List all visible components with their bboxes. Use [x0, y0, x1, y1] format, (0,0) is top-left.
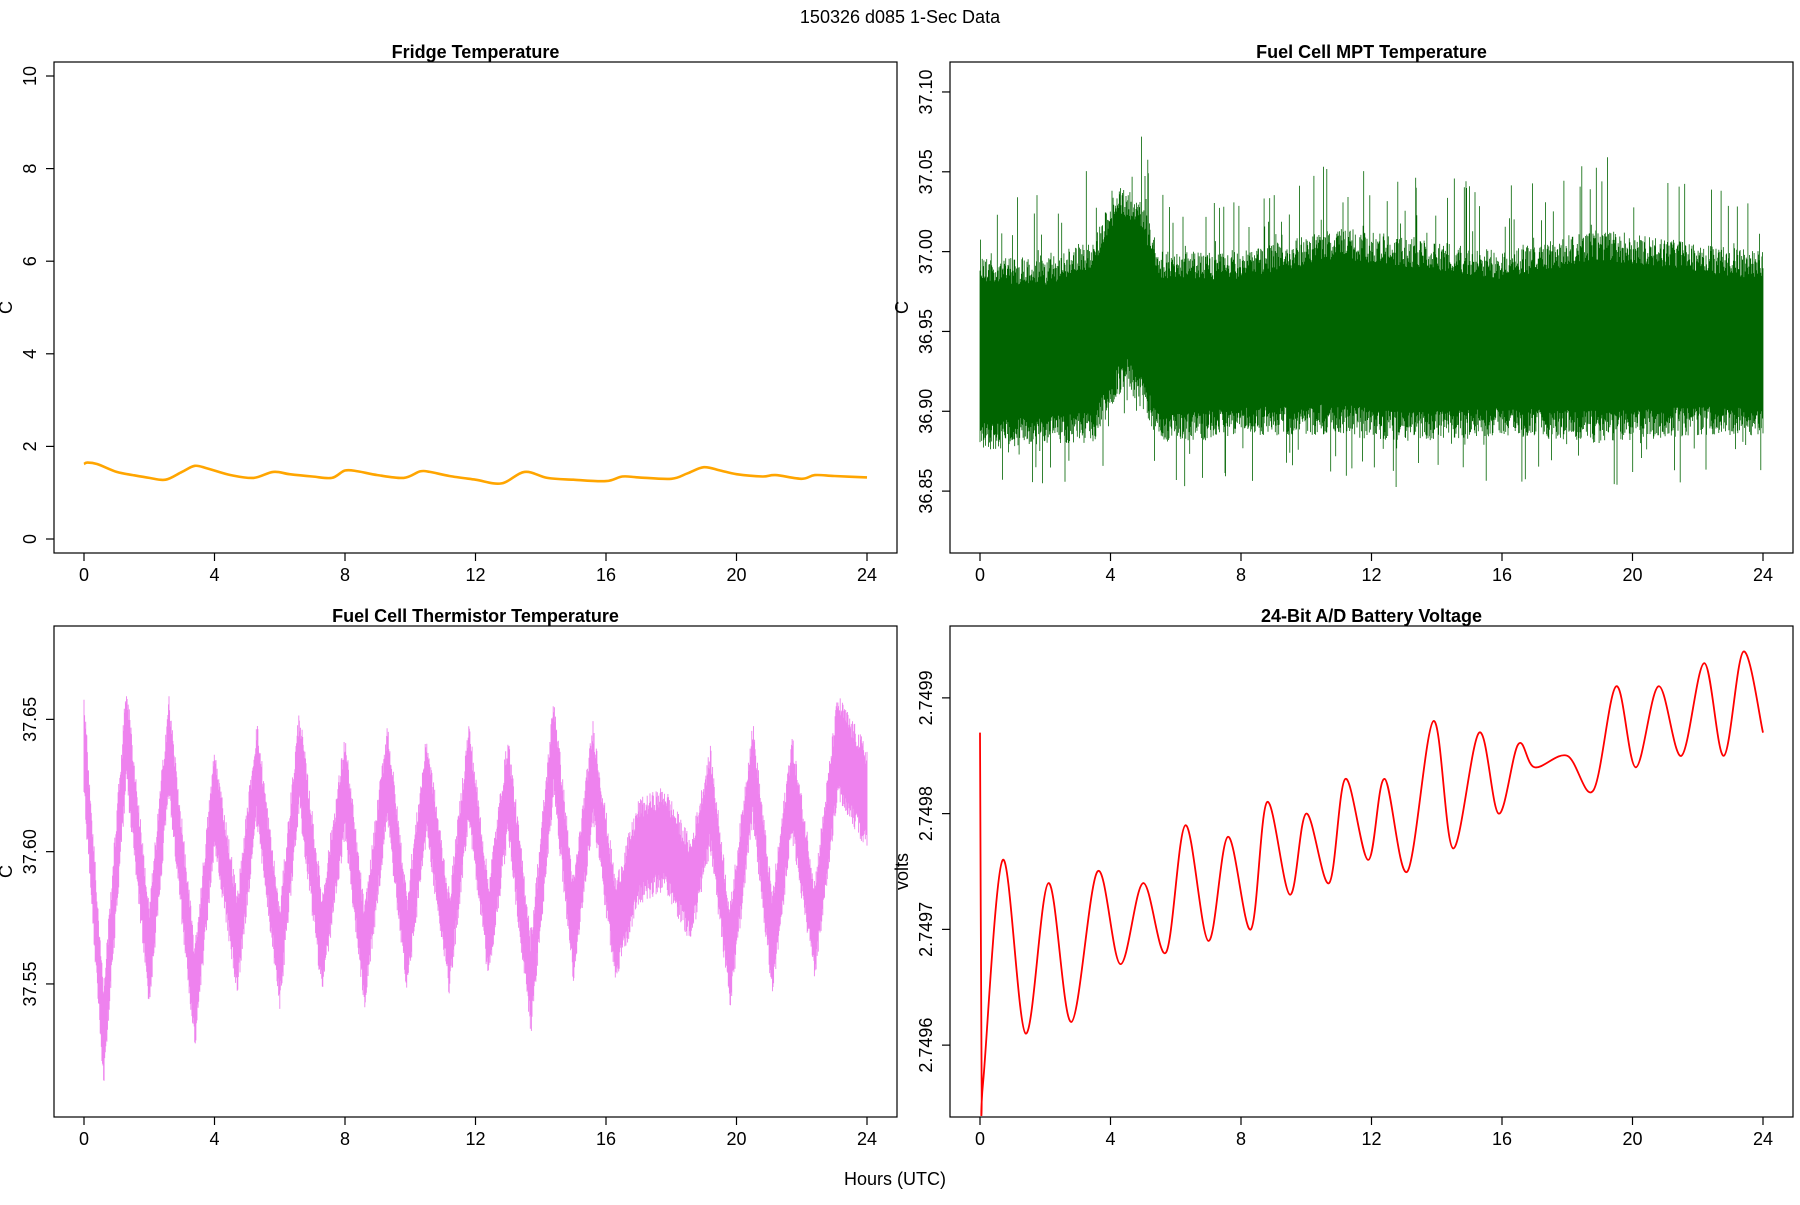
series-line — [84, 463, 867, 484]
series-band — [84, 696, 867, 1080]
plot-frame — [950, 626, 1793, 1117]
x-tick-label: 4 — [209, 1129, 219, 1149]
x-tick-label: 16 — [1492, 565, 1512, 585]
panel-thermistor: Fuel Cell Thermistor Temperature C 0 4 8 12 16… — [0, 606, 897, 1149]
panel-title: Fuel Cell MPT Temperature — [1256, 42, 1487, 62]
y-axis-label: C — [892, 301, 912, 314]
series-line — [980, 651, 1763, 1115]
x-tick-label: 16 — [596, 1129, 616, 1149]
x-tick-label: 12 — [465, 565, 485, 585]
y-axis-label: C — [0, 865, 16, 878]
y-tick-label: 36.95 — [916, 309, 936, 354]
x-tick-label: 8 — [340, 1129, 350, 1149]
panel-battery: 24-Bit A/D Battery Voltage volts 0 4 8 12 16 20… — [892, 606, 1793, 1149]
x-tick-label: 12 — [1361, 1129, 1381, 1149]
x-tick-label: 20 — [726, 1129, 746, 1149]
y-tick-label: 2.7496 — [916, 1018, 936, 1073]
y-tick-label: 37.05 — [916, 149, 936, 194]
x-tick-label: 24 — [1753, 1129, 1773, 1149]
y-tick-label: 37.60 — [20, 829, 40, 874]
x-tick-label: 0 — [975, 1129, 985, 1149]
panel-title: Fuel Cell Thermistor Temperature — [332, 606, 619, 626]
x-tick-label: 20 — [1622, 565, 1642, 585]
y-tick-label: 6 — [20, 256, 40, 266]
y-axis-label: volts — [892, 853, 912, 890]
panel-fridge: Fridge TemperatureC048121620240246810 — [0, 42, 897, 585]
x-tick-label: 16 — [596, 565, 616, 585]
y-tick-label: 8 — [20, 164, 40, 174]
y-tick-label: 37.00 — [916, 229, 936, 274]
x-tick-label: 4 — [1105, 565, 1115, 585]
figure-title: 150326 d085 1-Sec Data — [800, 7, 1001, 27]
x-tick-label: 0 — [975, 565, 985, 585]
x-tick-label: 24 — [1753, 565, 1773, 585]
panel-title: 24-Bit A/D Battery Voltage — [1261, 606, 1482, 626]
y-tick-label: 36.85 — [916, 469, 936, 514]
x-tick-label: 0 — [79, 1129, 89, 1149]
x-tick-label: 4 — [1105, 1129, 1115, 1149]
y-tick-label: 2 — [20, 441, 40, 451]
y-tick-label: 37.65 — [20, 697, 40, 742]
panel-title: Fridge Temperature — [392, 42, 560, 62]
y-tick-label: 37.55 — [20, 961, 40, 1006]
x-tick-label: 16 — [1492, 1129, 1512, 1149]
x-tick-label: 24 — [857, 565, 877, 585]
x-tick-label: 0 — [79, 565, 89, 585]
x-tick-label: 8 — [340, 565, 350, 585]
x-tick-label: 20 — [1622, 1129, 1642, 1149]
y-tick-label: 0 — [20, 534, 40, 544]
y-axis-label: C — [0, 301, 16, 314]
y-tick-label: 4 — [20, 349, 40, 359]
x-tick-label: 12 — [465, 1129, 485, 1149]
x-tick-label: 24 — [857, 1129, 877, 1149]
x-tick-label: 20 — [726, 565, 746, 585]
series-band — [980, 137, 1763, 487]
x-tick-label: 12 — [1361, 565, 1381, 585]
y-tick-label: 2.7497 — [916, 902, 936, 957]
x-tick-label: 8 — [1236, 1129, 1246, 1149]
y-tick-label: 10 — [20, 66, 40, 86]
y-tick-label: 2.7499 — [916, 670, 936, 725]
x-tick-label: 4 — [209, 565, 219, 585]
y-tick-label: 36.90 — [916, 389, 936, 434]
x-axis-label: Hours (UTC) — [844, 1169, 946, 1189]
x-tick-label: 8 — [1236, 565, 1246, 585]
y-tick-label: 2.7498 — [916, 786, 936, 841]
panel-mpt: Fuel Cell MPT Temperature C 0 4 8 12 16 20 24 36.… — [892, 42, 1793, 585]
y-tick-label: 37.10 — [916, 69, 936, 114]
